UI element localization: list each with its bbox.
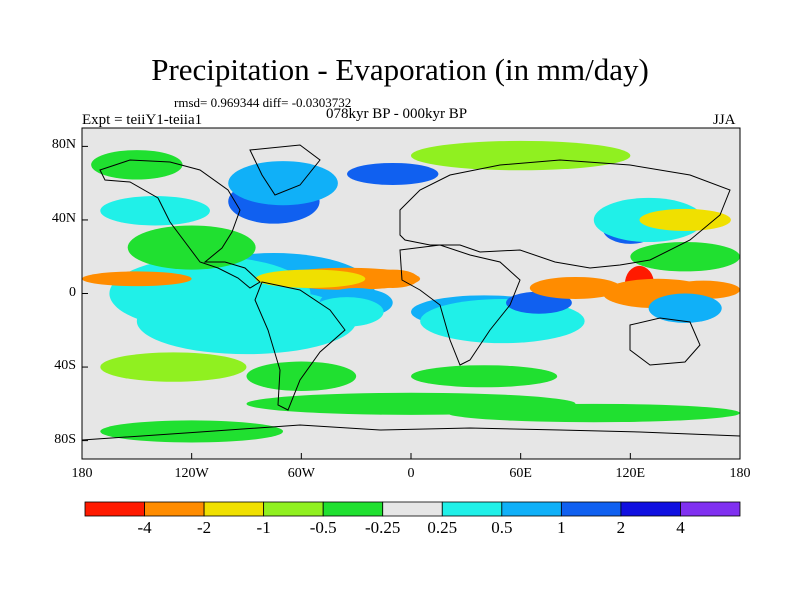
coastline-south-america	[254, 281, 346, 411]
colorbar-swatch	[144, 501, 205, 517]
colorbar-swatch	[620, 501, 681, 517]
colorbar-label: -2	[196, 518, 212, 537]
field-region	[411, 140, 631, 171]
field-region	[91, 150, 183, 180]
coastline-australia	[629, 317, 701, 366]
colorbar-label: 4	[676, 518, 685, 537]
field-region	[100, 352, 247, 382]
colorbar-label: 1	[557, 518, 566, 537]
colorbar-swatch	[501, 501, 562, 517]
colorbar-swatch	[263, 501, 324, 517]
colorbar-label: -4	[137, 518, 152, 537]
x-tick-label: 120E	[615, 466, 646, 481]
field-region	[255, 269, 366, 288]
field-region	[310, 297, 384, 327]
coastline-eurasia	[399, 159, 731, 269]
colorbar-swatch	[322, 501, 384, 517]
colorbar-label: 2	[616, 518, 626, 537]
colorbar-swatch	[560, 501, 622, 517]
colorbar	[84, 501, 741, 517]
coastline-greenland	[249, 144, 321, 196]
coastline-north-america	[99, 159, 261, 289]
y-tick-label: 80S	[54, 431, 76, 447]
stats-line: rmsd= 0.969344 diff= -0.0303732	[174, 95, 352, 110]
field-region	[127, 225, 256, 270]
field-region	[82, 271, 192, 287]
coastline-layer	[82, 144, 740, 441]
field-region	[347, 162, 439, 186]
field-layer	[82, 140, 740, 443]
field-region	[100, 420, 284, 443]
y-tick-label: 80N	[51, 137, 76, 153]
colorbar-label: 0.25	[427, 518, 458, 537]
x-tick-label: 180	[71, 466, 93, 481]
x-tick-label: 60E	[509, 466, 532, 481]
colorbar-swatch	[441, 501, 503, 517]
period-label: 078kyr BP - 000kyr BP	[326, 106, 468, 122]
season-label: JJA	[713, 112, 736, 128]
x-tick-label: 60W	[287, 466, 315, 481]
field-region	[630, 242, 740, 272]
colorbar-swatch	[203, 501, 265, 517]
y-tick-label: 40N	[51, 210, 76, 226]
field-region	[228, 161, 338, 206]
colorbar-label: -0.25	[365, 518, 401, 537]
y-tick-label: 0	[69, 284, 76, 300]
field-region	[648, 293, 722, 323]
coastline-antarctica	[82, 424, 740, 441]
field-region	[411, 365, 558, 388]
x-tick-label: 120W	[174, 466, 209, 481]
field-region	[529, 276, 622, 300]
colorbar-swatch	[84, 501, 145, 517]
colorbar-swatch	[382, 501, 443, 517]
colorbar-label: 0.5	[491, 518, 513, 537]
y-tick-label: 40S	[54, 358, 76, 374]
map-title: Precipitation - Evaporation (in mm/day)	[151, 52, 649, 87]
colorbar-label: -0.5	[309, 518, 337, 537]
field-region	[136, 287, 357, 355]
x-tick-label: 180	[729, 466, 751, 481]
axis-ticks	[81, 145, 741, 459]
field-region	[100, 196, 210, 226]
field-region	[246, 361, 357, 391]
x-tick-label: 0	[407, 466, 415, 481]
field-region	[447, 403, 740, 423]
coastline-africa	[399, 244, 521, 366]
colorbar-label: -1	[256, 518, 271, 537]
field-region	[639, 208, 731, 231]
colorbar-swatch	[680, 501, 741, 517]
field-region	[367, 269, 419, 288]
experiment-label: Expt = teiiY1-teiia1	[82, 112, 203, 128]
